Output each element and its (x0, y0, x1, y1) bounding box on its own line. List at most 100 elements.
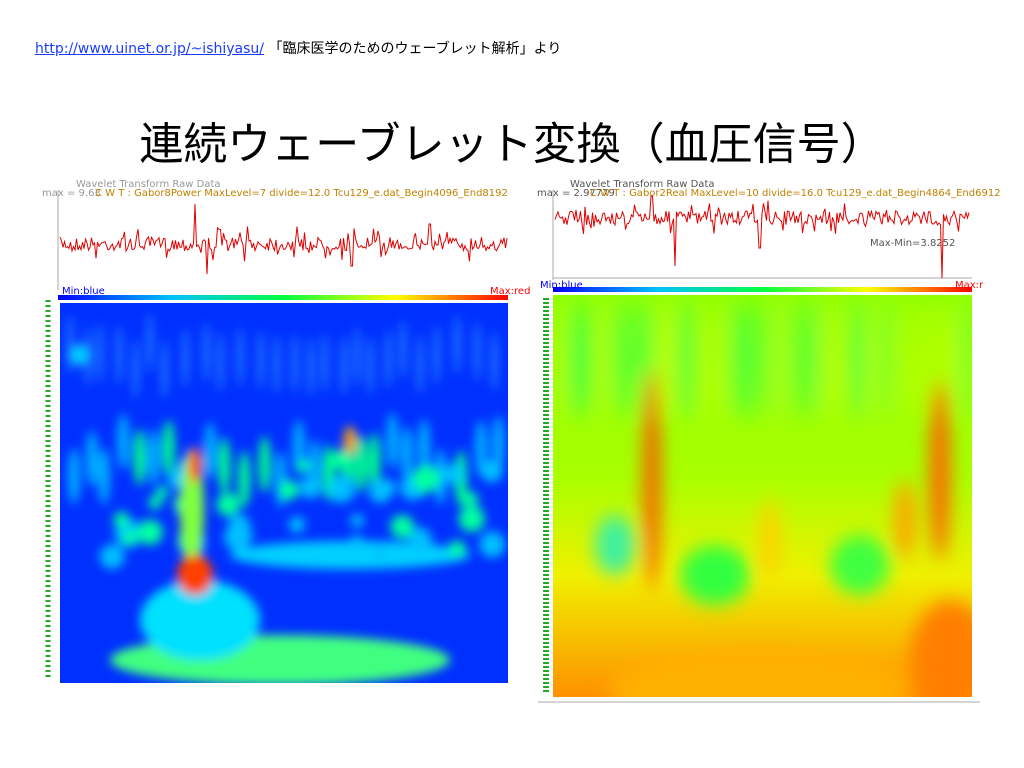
ridge (658, 300, 664, 420)
ridge (600, 300, 606, 420)
band (140, 580, 260, 660)
ridge (851, 300, 857, 420)
ridge (869, 300, 875, 420)
spot (216, 492, 240, 517)
max-color: Max:red (490, 286, 530, 297)
right-panel: Wavelet Transform Raw Data max = 2.97779… (537, 179, 1001, 703)
spot (442, 464, 463, 485)
ridge (321, 332, 328, 393)
signal (59, 203, 508, 275)
ridge (385, 329, 392, 390)
ridge (257, 329, 264, 390)
ridge (789, 300, 795, 420)
ridge (454, 314, 461, 375)
source-note: 「臨床医学のためのウェーブレット解析」より (268, 41, 562, 57)
source-line: http://www.uinet.or.jp/~ishiyasu/ 「臨床医学の… (35, 38, 561, 58)
scalogram-features (557, 300, 972, 697)
band (230, 541, 470, 569)
ridge (146, 313, 153, 374)
ridge (147, 429, 160, 486)
spot (390, 514, 414, 539)
ridge (273, 334, 280, 395)
ridge (97, 448, 110, 505)
ridge (702, 300, 708, 420)
min-color: Min:blue (540, 280, 583, 291)
ridge (776, 300, 782, 420)
valley (830, 535, 890, 595)
spot (479, 531, 506, 558)
ridge (386, 412, 399, 469)
ridge (475, 420, 488, 477)
spot (480, 460, 503, 483)
ridge (953, 300, 959, 420)
spot (331, 451, 350, 470)
ridge (803, 300, 809, 420)
ridge (613, 300, 619, 420)
ridge (132, 339, 139, 400)
scalogram-features (67, 313, 506, 683)
ridge (557, 300, 563, 420)
ridge (204, 422, 217, 479)
base (610, 650, 910, 697)
spot (137, 519, 163, 545)
ridge (884, 300, 890, 420)
ridge (368, 433, 381, 490)
peak (189, 447, 201, 483)
spot (412, 464, 440, 493)
ridge (399, 319, 406, 380)
spot (279, 480, 299, 500)
left-panel: Wavelet Transform Raw Data max = 9.63 C … (42, 179, 530, 683)
spot (463, 491, 479, 507)
spot (368, 479, 393, 504)
ridge (67, 314, 73, 375)
ridge (182, 328, 189, 389)
spot (448, 540, 467, 558)
ridge (340, 335, 347, 396)
ridge (962, 300, 968, 420)
ridge (355, 435, 368, 492)
peak (177, 555, 213, 595)
spot (328, 476, 355, 503)
peak (760, 500, 780, 580)
ridge (238, 451, 251, 508)
spot (350, 535, 364, 549)
ridge (928, 300, 934, 420)
ridge (688, 300, 694, 420)
ridge (85, 430, 98, 487)
ridge (133, 429, 146, 486)
ridge (837, 300, 843, 420)
ridge (161, 339, 168, 400)
peak (895, 480, 915, 560)
ridge (474, 321, 481, 382)
ridge (307, 337, 314, 398)
spot (350, 513, 364, 528)
ridge (162, 420, 175, 477)
spot (113, 511, 130, 528)
ridge (218, 437, 231, 494)
ridge (291, 333, 298, 394)
spot (99, 544, 125, 569)
max-label: max = 9.63 (42, 188, 101, 199)
ridge (367, 336, 374, 397)
ridge (400, 426, 413, 483)
ridge (860, 300, 866, 420)
params: C W T : Gabor2Real MaxLevel=10 divide=16… (590, 188, 1001, 199)
scalogram (60, 303, 508, 683)
ridge (587, 300, 593, 420)
spot (156, 486, 169, 499)
ridge (667, 300, 673, 420)
ridge (765, 300, 771, 420)
valley (680, 545, 750, 605)
ridge (569, 300, 575, 420)
spot (373, 546, 387, 559)
ridge (731, 300, 737, 420)
ridge (623, 300, 629, 420)
ridge (577, 300, 583, 420)
ridge (717, 300, 723, 420)
source-link[interactable]: http://www.uinet.or.jp/~ishiyasu/ (35, 41, 264, 57)
max-color: Max:r (955, 280, 984, 291)
range-label: Max-Min=3.8252 (870, 238, 955, 249)
ridge (258, 436, 271, 493)
color-bar (58, 295, 508, 300)
